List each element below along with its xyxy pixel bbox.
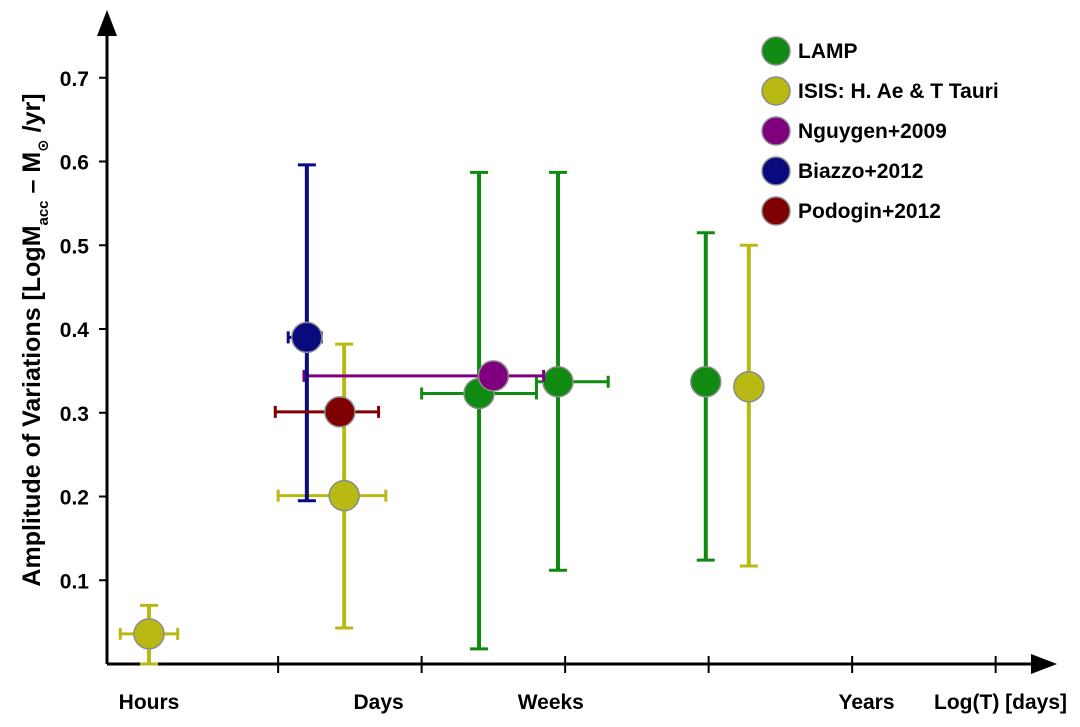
y-axis-arrow [97, 10, 117, 36]
y-tick-label: 0.3 [60, 403, 89, 426]
x-tick-label: Days [353, 691, 403, 714]
series-3 [286, 163, 323, 503]
y-tick-label: 0.1 [60, 570, 90, 593]
y-axis-label-sub: acc [35, 200, 52, 225]
legend-label: LAMP [798, 40, 858, 63]
series-4 [273, 396, 381, 428]
legend-marker [761, 196, 791, 226]
x-tick-label: Years [838, 691, 894, 714]
legend-label: Nguygen+2009 [798, 120, 947, 143]
x-axis-arrow [1031, 654, 1057, 674]
data-point [324, 396, 356, 428]
legend-marker [761, 156, 791, 186]
y-axis-label-mid: – M [18, 152, 46, 201]
x-tick-label: Hours [119, 691, 180, 714]
data-point [733, 371, 765, 403]
data-point [477, 360, 510, 392]
data-series [118, 163, 765, 666]
legend: LAMP ISIS: H. Ae & T Tauri Nguygen+2009 Bia… [761, 36, 999, 226]
legend-marker [761, 36, 791, 66]
series-0 [420, 170, 722, 651]
series-1 [118, 243, 765, 666]
y-tick-label: 0.2 [60, 487, 89, 510]
legend-label: Podogin+2012 [798, 200, 941, 223]
y-ticks: 0.1 0.2 0.3 0.4 0.5 0.6 0.7 [60, 68, 107, 593]
data-point [133, 618, 165, 650]
y-axis-label-tail: /yr] [18, 93, 46, 139]
data-point [328, 479, 360, 512]
y-axis-label-sun: ⊙ [35, 139, 52, 152]
data-point [291, 321, 323, 354]
x-tick-label: Weeks [518, 691, 584, 714]
axes [97, 10, 1057, 674]
legend-label: Biazzo+2012 [798, 160, 924, 183]
x-ticks: Hours Days Weeks Years [119, 656, 997, 714]
legend-marker [761, 76, 791, 106]
data-point [690, 366, 722, 398]
x-axis-label: Log(T) [days] [934, 691, 1067, 714]
legend-label: ISIS: H. Ae & T Tauri [798, 80, 999, 103]
series-2 [302, 360, 546, 392]
y-tick-label: 0.4 [60, 319, 90, 342]
y-tick-label: 0.5 [60, 235, 90, 258]
y-axis-label: Amplitude of Variations [LogMacc – M⊙ /y… [18, 93, 52, 586]
y-tick-label: 0.6 [60, 152, 89, 175]
y-axis-label-main: Amplitude of Variations [LogM [18, 225, 46, 586]
legend-marker [761, 116, 791, 146]
data-point [542, 366, 574, 398]
y-tick-label: 0.7 [60, 68, 89, 91]
